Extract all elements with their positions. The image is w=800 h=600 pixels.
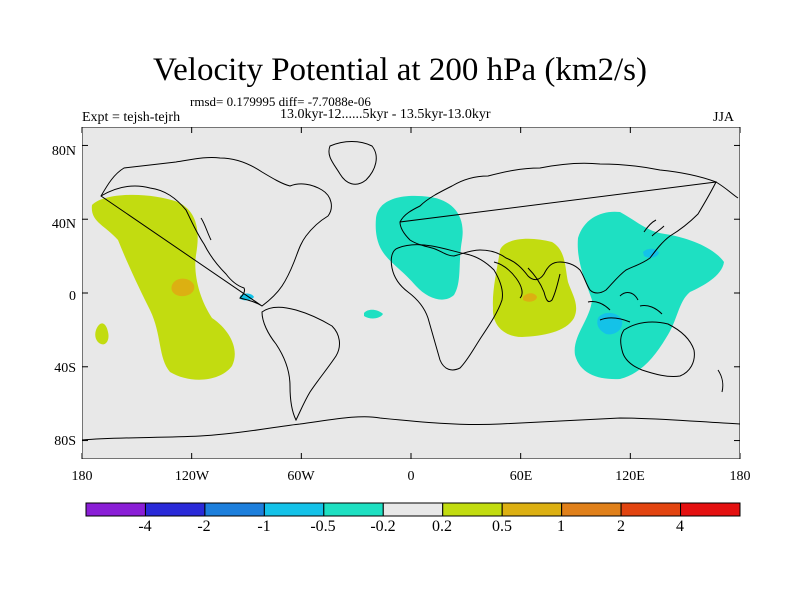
coastline-antarctica (82, 416, 740, 441)
coastline-maritime-continent (587, 292, 663, 323)
colorbar-label: 1 (557, 518, 565, 535)
colorbar-swatch (501, 502, 563, 517)
colorbar-label: -4 (138, 518, 152, 535)
colorbar (85, 502, 741, 517)
colorbar-label: -0.5 (310, 518, 336, 535)
lon-label-120e: 120E (615, 469, 645, 484)
lat-label-40n: 40N (51, 217, 76, 232)
north-pacific-positive-region (91, 194, 235, 380)
colorbar-swatch (144, 502, 206, 517)
indian-ocean-positive-core (523, 293, 537, 302)
south-pacific-small-positive (95, 323, 109, 345)
colorbar-swatch (85, 502, 146, 517)
east-africa-indian-positive-region (492, 238, 577, 337)
colorbar-label: 0.5 (492, 518, 512, 535)
coastline-africa (390, 244, 503, 371)
lat-label-80n: 80N (51, 144, 76, 159)
lon-label-120w: 120W (174, 469, 210, 484)
lon-label-180e: 180 (729, 469, 751, 484)
coastline-north-america (100, 157, 332, 307)
coastline-south-america (261, 306, 340, 422)
coastline-new-zealand (717, 369, 724, 393)
north-atlantic-africa-negative-region (375, 195, 463, 300)
lat-label-40s: 40S (54, 361, 76, 376)
experiment-label: Expt = tejsh-tejrh (82, 110, 181, 125)
colorbar-swatch (620, 502, 682, 517)
lat-label-0: 0 (69, 289, 76, 304)
colorbar-label: -2 (197, 518, 211, 535)
west-pacific-negative-region (574, 211, 724, 380)
colorbar-swatch (561, 502, 622, 517)
lon-label-0: 0 (407, 469, 415, 484)
colorbar-swatch (263, 502, 325, 517)
lon-label-180w: 180 (71, 469, 93, 484)
colorbar-swatch (323, 502, 384, 517)
colorbar-label: 0.2 (432, 518, 452, 535)
colorbar-label: 4 (676, 518, 684, 535)
colorbar-label: -1 (257, 518, 271, 535)
colorbar-label: 2 (617, 518, 625, 535)
lat-label-80s: 80S (54, 434, 76, 449)
coastline-arabia-india (493, 261, 561, 303)
colorbar-swatch (442, 502, 503, 517)
map-title: Velocity Potential at 200 hPa (km2/s) (152, 52, 648, 88)
lon-label-60e: 60E (509, 469, 533, 484)
colorbar-swatch (382, 502, 444, 517)
colorbar-swatch (204, 502, 265, 517)
season-label: JJA (713, 110, 735, 125)
axis-ticks (81, 127, 741, 459)
colorbar-label: -0.2 (370, 518, 396, 535)
coastline-japan (643, 219, 665, 237)
coastline-australia (620, 321, 695, 377)
colorbar-swatch (680, 502, 741, 517)
lon-label-60w: 60W (287, 469, 315, 484)
coastlines (82, 141, 740, 441)
rmsd-diff-stats: rmsd= 0.179995 diff= -7.7088e-06 (190, 94, 371, 109)
equatorial-atlantic-negative-patch (364, 309, 383, 319)
coastline-greenland (328, 141, 377, 185)
central-pacific-positive-core (171, 278, 195, 297)
coastline-eurasia (399, 162, 739, 294)
period-label: 13.0kyr-12......5kyr - 13.5kyr-13.0kyr (280, 107, 491, 122)
